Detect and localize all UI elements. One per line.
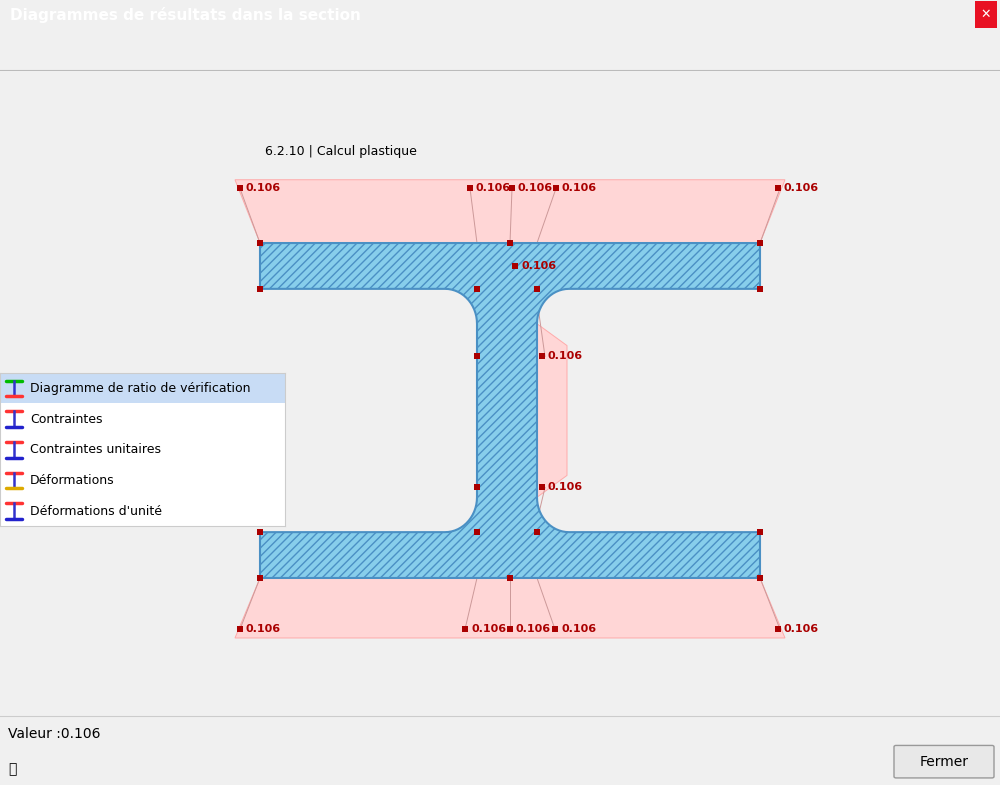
Text: 0.106: 0.106 (246, 184, 281, 193)
Text: Contraintes unitaires: Contraintes unitaires (30, 444, 161, 456)
Text: Déformations: Déformations (30, 474, 115, 487)
Text: Diagrammes de résultats dans la section: Diagrammes de résultats dans la section (10, 7, 361, 23)
Text: 0.106: 0.106 (784, 624, 819, 634)
Text: 0.106: 0.106 (476, 184, 511, 193)
Text: 0.106: 0.106 (784, 184, 819, 193)
Text: Fermer: Fermer (920, 754, 968, 769)
Text: 0.106: 0.106 (246, 624, 281, 634)
Text: 🔍: 🔍 (8, 762, 16, 776)
Polygon shape (235, 578, 785, 638)
Text: 0.106: 0.106 (471, 624, 506, 634)
Text: 0.106: 0.106 (516, 624, 551, 634)
Bar (0, 373, 285, 403)
Text: Contraintes: Contraintes (30, 413, 103, 425)
Text: Valeur :0.106: Valeur :0.106 (8, 727, 100, 741)
Text: Déformations d'unité: Déformations d'unité (30, 505, 162, 517)
Text: 0.106: 0.106 (518, 184, 553, 193)
Text: 0.106: 0.106 (561, 624, 596, 634)
Polygon shape (235, 180, 785, 243)
FancyBboxPatch shape (894, 746, 994, 778)
PathPatch shape (260, 243, 760, 578)
Text: 0.106: 0.106 (562, 184, 597, 193)
Text: 6.2.10 | Calcul plastique: 6.2.10 | Calcul plastique (265, 145, 417, 158)
Text: 0.106: 0.106 (548, 483, 583, 492)
Polygon shape (537, 323, 567, 497)
Text: 0.106: 0.106 (548, 352, 583, 362)
Text: ✕: ✕ (981, 9, 991, 21)
FancyBboxPatch shape (975, 2, 997, 28)
Text: 0.106: 0.106 (521, 261, 556, 271)
Text: Diagramme de ratio de vérification: Diagramme de ratio de vérification (30, 382, 250, 395)
